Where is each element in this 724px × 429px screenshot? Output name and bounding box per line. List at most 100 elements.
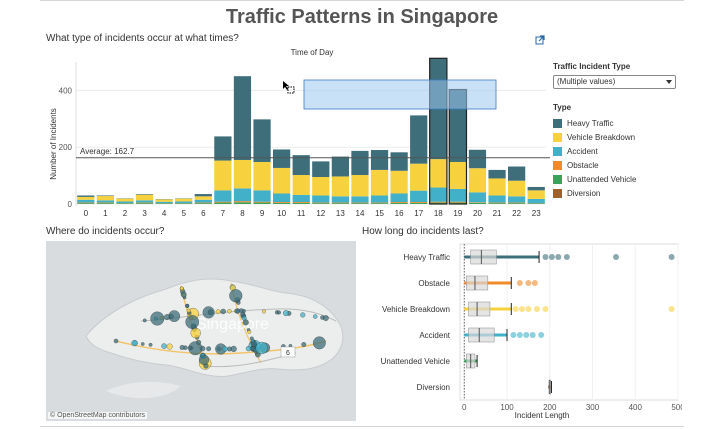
bar-segment[interactable]: Vehicle Breakdown 19: 95 [449,161,467,189]
legend-item[interactable]: Diversion [553,186,683,200]
outlier-point[interactable] [542,254,549,260]
bar-segment[interactable]: Vehicle Breakdown 21: 60 [488,178,506,196]
bar-segment[interactable]: Obstacle 20: 2 [468,202,487,203]
bar-segment[interactable]: Obstacle 15: 2 [370,202,389,204]
bar-segment[interactable]: Unattended Vehicle 1: 3 [96,203,114,204]
legend-item[interactable]: Heavy Traffic [553,116,683,130]
bar-segment[interactable]: Obstacle 0: 2 [77,202,95,204]
bar-segment[interactable]: Accident 19: 45 [449,188,467,202]
incident-marker[interactable] [142,318,147,323]
bar-segment[interactable]: Heavy Traffic 21: 30 [488,169,506,179]
outlier-point[interactable] [512,306,519,312]
bar-segment[interactable]: Unattended Vehicle 5: 2 [175,203,193,204]
legend-item[interactable]: Unattended Vehicle [553,172,683,186]
incident-marker[interactable] [227,346,232,352]
bar-segment[interactable]: Accident 7: 40 [214,190,232,202]
bar-segment[interactable]: Vehicle Breakdown 11: 70 [292,175,310,195]
incident-marker[interactable] [255,341,268,355]
bar-segment[interactable]: Heavy Traffic 13: 70 [331,156,349,177]
incident-marker[interactable] [179,286,184,291]
incident-marker[interactable] [166,343,173,350]
bar-segment[interactable]: Vehicle Breakdown 9: 100 [253,161,271,191]
incident-marker[interactable] [245,346,251,352]
bar-segment[interactable]: Unattended Vehicle 14: 3 [351,203,369,204]
outlier-point[interactable] [613,254,620,260]
bar-segment[interactable]: Accident 22: 22 [508,196,526,203]
incident-marker[interactable] [322,315,329,321]
incidents-by-hour-chart[interactable]: Time of Day Number of Incidents Unattend… [46,44,552,222]
incident-type-dropdown[interactable]: (Multiple values) [553,75,676,89]
bar-segment[interactable]: Unattended Vehicle 10: 4 [273,202,291,204]
bar-segment[interactable]: Heavy Traffic 17: 170 [410,115,428,164]
bar-segment[interactable]: Obstacle 12: 2 [312,202,330,204]
outlier-point[interactable] [516,280,523,286]
bar-segment[interactable]: Heavy Traffic 8: 295 [233,76,252,160]
incident-marker[interactable] [220,308,226,315]
outlier-point[interactable] [525,306,532,312]
incident-marker[interactable] [222,346,228,352]
bar-segment[interactable]: Vehicle Breakdown 6: 12 [194,196,212,200]
outlier-point[interactable] [548,254,555,260]
bar-segment[interactable]: Vehicle Breakdown 2: 10 [116,198,134,202]
incident-marker[interactable] [313,314,318,319]
bar-segment[interactable]: Vehicle Breakdown 22: 55 [508,180,526,197]
bar-segment[interactable]: Heavy Traffic 22: 50 [508,166,526,181]
bar-segment[interactable]: Accident 10: 30 [273,193,291,203]
bar-segment[interactable]: Unattended Vehicle 23: 2 [527,203,545,204]
bar-segment[interactable]: Accident 20: 35 [468,192,487,203]
bar-segment[interactable]: Heavy Traffic 1: 2 [96,195,114,197]
bar-segment[interactable]: Obstacle 9: 3 [253,201,271,203]
bar-segment[interactable]: Vehicle Breakdown 12: 65 [312,177,330,196]
box-iqr[interactable] [470,249,497,265]
bar-segment[interactable]: Accident 6: 10 [194,199,212,203]
incident-marker[interactable] [250,340,257,347]
bar-segment[interactable]: Unattended Vehicle 7: 5 [214,202,232,204]
bar-segment[interactable]: Accident 15: 25 [370,195,389,203]
bar-segment[interactable]: Heavy Traffic 3: 2 [135,194,154,195]
bar-segment[interactable]: Unattended Vehicle 0: 3 [77,203,95,204]
bar-segment[interactable]: Vehicle Breakdown 23: 30 [527,190,545,199]
incident-marker[interactable] [140,342,145,346]
bar-segment[interactable]: Accident 3: 8 [135,200,154,203]
bar-segment[interactable]: Accident 23: 15 [527,198,545,204]
incident-marker[interactable] [113,338,119,344]
incident-marker[interactable] [262,309,266,314]
bar-segment[interactable]: Obstacle 8: 4 [233,201,252,203]
bar-segment[interactable]: Accident 8: 45 [233,188,252,202]
incident-marker[interactable] [312,336,326,350]
outlier-point[interactable] [668,254,675,260]
bar-segment[interactable]: Vehicle Breakdown 10: 90 [273,167,291,194]
bar-segment[interactable]: Vehicle Breakdown 8: 100 [233,159,252,189]
bar-segment[interactable]: Unattended Vehicle 2: 2 [116,203,134,204]
incident-length-chart[interactable]: Heavy Traffic Obstacle Vehicle Breakdown Ac… [362,240,682,422]
external-link-icon[interactable] [535,35,545,45]
incident-marker[interactable] [242,319,249,326]
bar-segment[interactable]: Unattended Vehicle 20: 4 [468,202,487,204]
bar-segment[interactable]: Obstacle 19: 3 [449,201,467,203]
incident-marker[interactable] [227,309,232,314]
bar-segment[interactable]: Obstacle 6: 2 [194,202,212,204]
bar-segment[interactable]: Accident 11: 25 [292,194,310,203]
bar-segment[interactable]: Accident 14: 22 [351,196,369,203]
incident-marker[interactable] [247,330,252,334]
bar-segment[interactable]: Vehicle Breakdown 5: 10 [175,198,193,202]
incident-marker[interactable] [234,308,241,314]
incident-marker[interactable] [206,346,212,352]
outlier-point[interactable] [516,332,523,338]
legend-item[interactable]: Accident [553,144,683,158]
bar-segment[interactable]: Accident 0: 10 [77,199,95,203]
incident-marker[interactable] [198,354,210,365]
bar-segment[interactable]: Heavy Traffic 0: 5 [77,195,95,197]
incident-marker[interactable] [236,300,241,305]
incident-marker[interactable] [164,314,171,321]
bar-segment[interactable]: Obstacle 22: 2 [508,202,526,204]
bar-segment[interactable]: Obstacle 18: 3 [429,201,447,203]
incident-marker[interactable] [207,309,214,316]
bar-segment[interactable]: Heavy Traffic 23: 12 [527,186,545,191]
bar-segment[interactable]: Accident 16: 30 [390,193,408,203]
incident-map[interactable]: Singapore 6 © OpenStreetMap contributors [46,241,356,421]
outlier-point[interactable] [668,306,675,312]
bar-segment[interactable]: Obstacle 1: 2 [96,202,114,204]
bar-segment[interactable]: Vehicle Breakdown 18: 100 [429,159,447,188]
outlier-point[interactable] [529,332,536,338]
